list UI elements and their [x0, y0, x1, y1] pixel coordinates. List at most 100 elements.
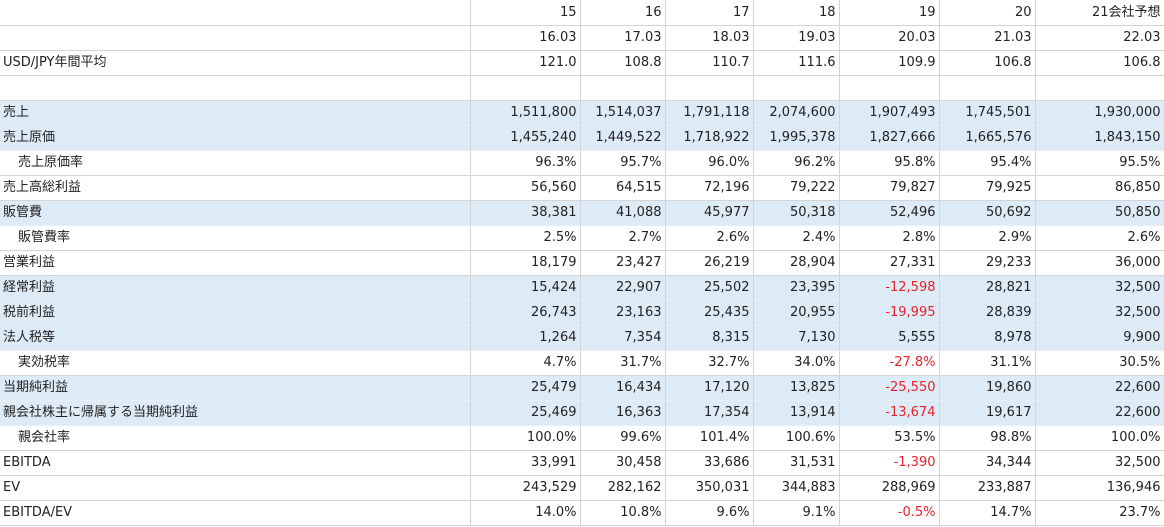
header-period-cell[interactable]: 22.03 — [1035, 25, 1164, 51]
value-cell[interactable]: 282,162 — [580, 475, 666, 501]
value-cell[interactable]: 19,860 — [939, 375, 1036, 401]
value-cell[interactable]: -19,995 — [839, 300, 940, 326]
value-cell[interactable]: 18,179 — [470, 250, 581, 276]
value-cell[interactable]: 22,600 — [1035, 375, 1164, 401]
value-cell[interactable]: 50,850 — [1035, 200, 1164, 226]
value-cell[interactable]: 1,827,666 — [839, 125, 940, 151]
header-year-cell[interactable]: 21会社予想 — [1035, 0, 1164, 26]
value-cell[interactable]: 28,904 — [753, 250, 840, 276]
value-cell[interactable]: 108.8 — [580, 50, 666, 76]
value-cell[interactable] — [470, 75, 581, 101]
value-cell[interactable]: 2.9% — [939, 225, 1036, 251]
value-cell[interactable]: 109.9 — [839, 50, 940, 76]
value-cell[interactable]: -0.5% — [839, 500, 940, 526]
header-year-cell[interactable]: 18 — [753, 0, 840, 26]
value-cell[interactable] — [753, 75, 840, 101]
value-cell[interactable]: -27.8% — [839, 350, 940, 376]
value-cell[interactable]: 53.5% — [839, 425, 940, 451]
value-cell[interactable]: 1,665,576 — [939, 125, 1036, 151]
value-cell[interactable]: 1,511,800 — [470, 100, 581, 126]
value-cell[interactable]: 72,196 — [665, 175, 754, 201]
value-cell[interactable]: 233,887 — [939, 475, 1036, 501]
value-cell[interactable]: 1,718,922 — [665, 125, 754, 151]
value-cell[interactable]: 17,120 — [665, 375, 754, 401]
value-cell[interactable]: 2,074,600 — [753, 100, 840, 126]
value-cell[interactable]: 96.3% — [470, 150, 581, 176]
value-cell[interactable]: 79,222 — [753, 175, 840, 201]
value-cell[interactable] — [939, 75, 1036, 101]
value-cell[interactable]: 32.7% — [665, 350, 754, 376]
value-cell[interactable]: 16,434 — [580, 375, 666, 401]
value-cell[interactable]: 26,743 — [470, 300, 581, 326]
value-cell[interactable]: 22,600 — [1035, 400, 1164, 426]
value-cell[interactable]: 2.6% — [665, 225, 754, 251]
value-cell[interactable]: 31,531 — [753, 450, 840, 476]
value-cell[interactable]: 2.4% — [753, 225, 840, 251]
value-cell[interactable]: 8,978 — [939, 325, 1036, 351]
value-cell[interactable]: 106.8 — [939, 50, 1036, 76]
value-cell[interactable]: 5,555 — [839, 325, 940, 351]
value-cell[interactable]: 14.7% — [939, 500, 1036, 526]
value-cell[interactable]: -1,390 — [839, 450, 940, 476]
value-cell[interactable]: 33,991 — [470, 450, 581, 476]
value-cell[interactable]: 2.5% — [470, 225, 581, 251]
value-cell[interactable]: 52,496 — [839, 200, 940, 226]
row-label-cell[interactable]: 販管費率 — [0, 225, 471, 251]
value-cell[interactable]: 56,560 — [470, 175, 581, 201]
header-period-cell[interactable]: 18.03 — [665, 25, 754, 51]
value-cell[interactable]: -13,674 — [839, 400, 940, 426]
row-label-cell[interactable]: 売上原価 — [0, 125, 471, 151]
value-cell[interactable]: 33,686 — [665, 450, 754, 476]
row-label-cell[interactable]: 親会社率 — [0, 425, 471, 451]
value-cell[interactable] — [1035, 75, 1164, 101]
value-cell[interactable]: 25,502 — [665, 275, 754, 301]
row-label-cell[interactable]: 実効税率 — [0, 350, 471, 376]
row-label-cell[interactable]: 経常利益 — [0, 275, 471, 301]
value-cell[interactable]: 29,233 — [939, 250, 1036, 276]
value-cell[interactable]: 95.7% — [580, 150, 666, 176]
value-cell[interactable]: 96.0% — [665, 150, 754, 176]
value-cell[interactable]: 95.8% — [839, 150, 940, 176]
row-label-cell[interactable]: 売上高総利益 — [0, 175, 471, 201]
value-cell[interactable]: 10.8% — [580, 500, 666, 526]
value-cell[interactable]: 110.7 — [665, 50, 754, 76]
row-label-cell[interactable]: 売上 — [0, 100, 471, 126]
value-cell[interactable]: 86,850 — [1035, 175, 1164, 201]
value-cell[interactable]: 1,449,522 — [580, 125, 666, 151]
value-cell[interactable]: 79,925 — [939, 175, 1036, 201]
value-cell[interactable]: 1,843,150 — [1035, 125, 1164, 151]
value-cell[interactable]: 31.1% — [939, 350, 1036, 376]
value-cell[interactable]: 16,363 — [580, 400, 666, 426]
value-cell[interactable]: 100.0% — [470, 425, 581, 451]
value-cell[interactable]: 344,883 — [753, 475, 840, 501]
value-cell[interactable]: 243,529 — [470, 475, 581, 501]
value-cell[interactable]: 1,930,000 — [1035, 100, 1164, 126]
value-cell[interactable]: 20,955 — [753, 300, 840, 326]
value-cell[interactable]: 19,617 — [939, 400, 1036, 426]
value-cell[interactable]: 1,455,240 — [470, 125, 581, 151]
value-cell[interactable]: 9.6% — [665, 500, 754, 526]
value-cell[interactable]: 28,839 — [939, 300, 1036, 326]
row-label-cell[interactable]: 親会社株主に帰属する当期純利益 — [0, 400, 471, 426]
row-label-cell[interactable]: 販管費 — [0, 200, 471, 226]
value-cell[interactable]: 14.0% — [470, 500, 581, 526]
value-cell[interactable]: 38,381 — [470, 200, 581, 226]
value-cell[interactable]: 111.6 — [753, 50, 840, 76]
value-cell[interactable] — [580, 75, 666, 101]
value-cell[interactable]: 23.7% — [1035, 500, 1164, 526]
value-cell[interactable]: 13,914 — [753, 400, 840, 426]
value-cell[interactable]: 32,500 — [1035, 450, 1164, 476]
value-cell[interactable]: 98.8% — [939, 425, 1036, 451]
value-cell[interactable]: 1,745,501 — [939, 100, 1036, 126]
value-cell[interactable]: -25,550 — [839, 375, 940, 401]
row-label-cell[interactable]: 税前利益 — [0, 300, 471, 326]
value-cell[interactable]: 106.8 — [1035, 50, 1164, 76]
value-cell[interactable]: 22,907 — [580, 275, 666, 301]
value-cell[interactable]: 41,088 — [580, 200, 666, 226]
value-cell[interactable]: 36,000 — [1035, 250, 1164, 276]
value-cell[interactable]: 4.7% — [470, 350, 581, 376]
value-cell[interactable]: 45,977 — [665, 200, 754, 226]
value-cell[interactable]: 100.6% — [753, 425, 840, 451]
row-label-cell[interactable]: EBITDA — [0, 450, 471, 476]
header-period-cell[interactable]: 17.03 — [580, 25, 666, 51]
